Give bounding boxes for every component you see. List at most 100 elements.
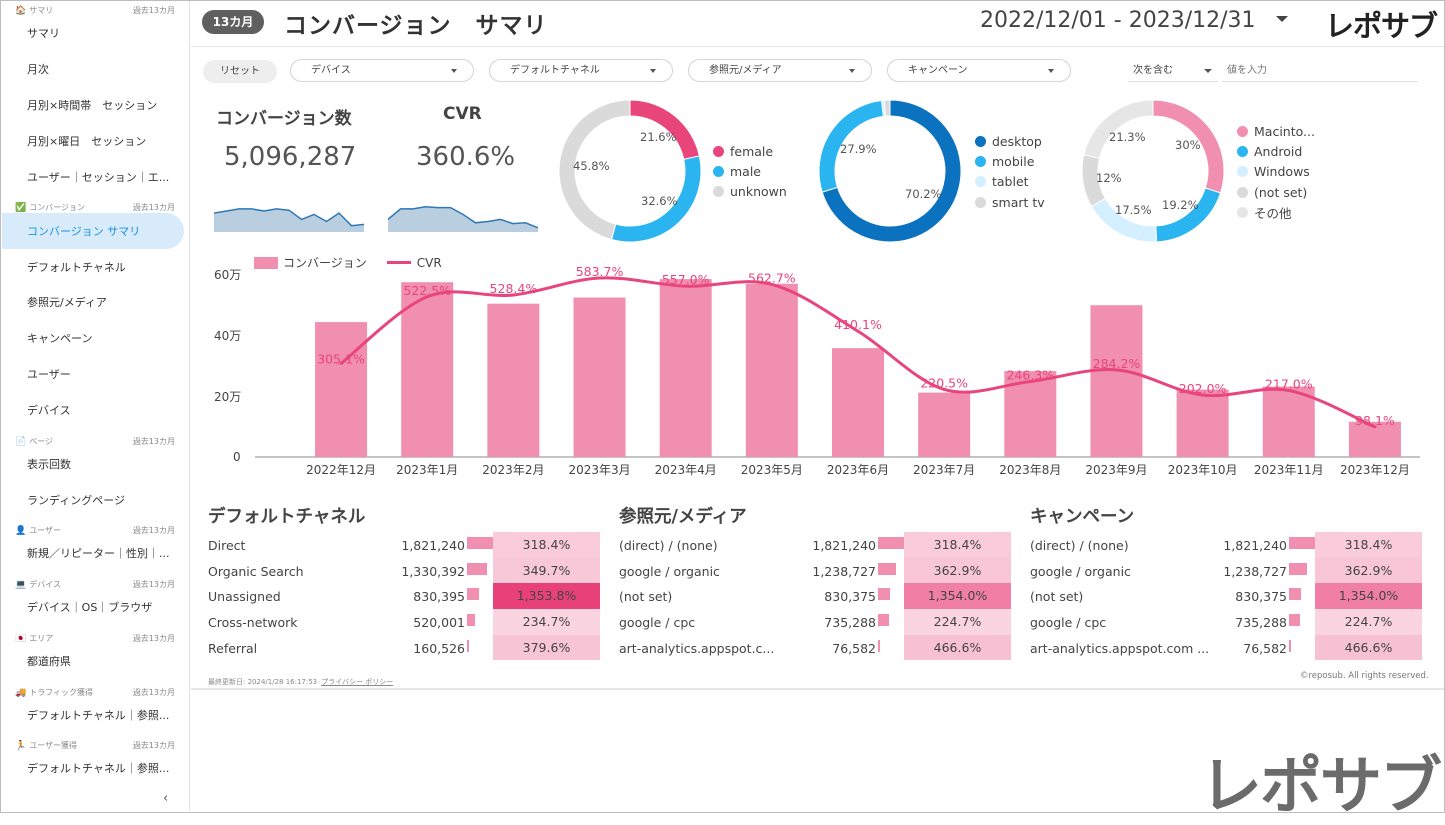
sidebar-item[interactable]: デバイス｜OS｜ブラウザ <box>27 601 153 614</box>
table-row[interactable]: Organic Search 1,330,392 349.7% <box>208 557 602 584</box>
bar <box>745 283 798 457</box>
x-tick-label: 2023年3月 <box>568 463 630 477</box>
section-icon: 🚚 <box>15 688 27 698</box>
date-range-caret-icon[interactable] <box>1276 16 1288 22</box>
y-tick-label: 40万 <box>214 329 242 343</box>
table-row[interactable]: google / cpc 735,288 224.7% <box>1030 609 1424 635</box>
cvr-data-label: 202.0% <box>1179 381 1227 396</box>
row-cvr: 318.4% <box>1315 532 1422 558</box>
cvr-point <box>425 295 429 299</box>
donut-label: 19.2% <box>1162 198 1199 212</box>
sidebar-section-header: 🏃 ユーザー獲得 過去13カ月 <box>15 740 175 751</box>
sidebar-item[interactable]: 都道府県 <box>27 655 71 668</box>
sidebar-item[interactable]: デフォルトチャネル｜参照... <box>27 762 170 775</box>
section-title: 🇯🇵 エリア <box>15 633 53 644</box>
x-tick-label: 2023年2月 <box>482 463 544 477</box>
x-tick-label: 2022年12月 <box>306 463 376 477</box>
row-name: Unassigned <box>208 589 281 605</box>
cvr-data-label: 410.1% <box>834 317 882 332</box>
table-row[interactable]: art-analytics.appspot.c... 76,582 466.6% <box>619 634 1013 661</box>
condition-select[interactable]: 次を含む <box>1128 60 1218 82</box>
date-range-picker[interactable]: 2022/12/01 - 2023/12/31 <box>980 8 1256 33</box>
row-value: 76,582 <box>832 640 876 656</box>
filter-label: デフォルトチャネル <box>510 65 600 76</box>
os-legend: Macinto... Android Windows (not set) その他 <box>1237 121 1315 222</box>
legend-item: Macinto... <box>1237 121 1315 141</box>
row-cvr: 379.6% <box>493 634 600 661</box>
section-icon: 🏃 <box>15 741 27 751</box>
table-row[interactable]: google / cpc 735,288 224.7% <box>619 609 1013 635</box>
table-row[interactable]: (not set) 830,375 1,354.0% <box>1030 583 1424 610</box>
x-tick-label: 2023年10月 <box>1168 463 1238 477</box>
section-label: トラフィック獲得 <box>29 688 94 697</box>
legend-label: smart tv <box>992 194 1045 210</box>
conversions-value: 5,096,287 <box>224 142 357 172</box>
legend-label: mobile <box>992 153 1035 169</box>
table-row[interactable]: art-analytics.appspot.com ... 76,582 466.6… <box>1030 634 1424 661</box>
cvr-data-label: 220.5% <box>920 375 968 390</box>
sidebar-item[interactable]: 新規／リピーター｜性別｜... <box>27 547 170 560</box>
table-row[interactable]: Referral 160,526 379.6% <box>208 634 602 661</box>
row-value: 1,238,727 <box>1223 563 1287 579</box>
table-row[interactable]: (direct) / (none) 1,821,240 318.4% <box>1030 532 1424 558</box>
x-tick-label: 2023年12月 <box>1340 463 1410 477</box>
table-row[interactable]: Cross-network 520,001 234.7% <box>208 609 602 635</box>
copyright: ©reposub. All rights reserved. <box>1300 671 1429 681</box>
row-value: 735,288 <box>824 615 876 631</box>
table-row[interactable]: google / organic 1,238,727 362.9% <box>619 557 1013 584</box>
filter-label: キャンペーン <box>908 65 968 76</box>
row-value-bar <box>467 588 480 601</box>
cvr-point <box>598 276 602 280</box>
row-name: google / cpc <box>619 615 696 631</box>
row-name: (not set) <box>1030 589 1084 605</box>
legend-item: male <box>713 161 787 181</box>
table-row[interactable]: Unassigned 830,395 1,353.8% <box>208 583 602 610</box>
donut-slice <box>821 99 962 243</box>
cvr-data-label: 246.3% <box>1006 367 1054 382</box>
legend-dot-icon <box>713 145 724 157</box>
device-legend: desktop mobile tablet smart tv <box>975 131 1045 212</box>
section-title: 📄 ページ <box>15 436 53 447</box>
section-label: ユーザー獲得 <box>29 741 78 750</box>
conversions-label: コンバージョン数 <box>216 109 352 129</box>
sidebar-collapse-button[interactable]: ‹ <box>163 791 169 806</box>
table-row[interactable]: (not set) 830,375 1,354.0% <box>619 583 1013 610</box>
sidebar-section-header: 👤 ユーザー 過去13カ月 <box>15 525 175 536</box>
sidebar-item[interactable]: デフォルトチャネル｜参照... <box>27 709 170 722</box>
section-title: 🏠 サマリ <box>15 5 53 16</box>
filter-campaign[interactable]: キャンペーン <box>887 59 1071 82</box>
section-title: 💻 デバイス <box>15 579 61 590</box>
privacy-policy-link[interactable]: プライバシー ポリシー <box>321 678 394 686</box>
value-input[interactable] <box>1222 60 1418 82</box>
row-cvr: 1,354.0% <box>904 583 1011 610</box>
legend-item: mobile <box>975 151 1045 171</box>
watermark-logo: レポサブ <box>1200 749 1442 822</box>
filter-device[interactable]: デバイス <box>290 59 474 82</box>
table-row[interactable]: Direct 1,821,240 318.4% <box>208 532 602 558</box>
section-icon: 👤 <box>15 526 27 536</box>
legend-label: Android <box>1254 143 1303 159</box>
filter-default-channel[interactable]: デフォルトチャネル <box>489 59 673 82</box>
cvr-point <box>1114 368 1118 372</box>
cvr-data-label: 217.0% <box>1265 376 1313 391</box>
row-name: (direct) / (none) <box>619 538 718 553</box>
cvr-value: 360.6% <box>416 142 516 172</box>
row-value: 1,821,240 <box>401 538 465 553</box>
filter-source-medium[interactable]: 参照元/メディア <box>688 59 872 82</box>
reset-button[interactable]: リセット <box>203 60 277 83</box>
dropdown-caret-icon <box>1204 69 1212 73</box>
section-label: ユーザー <box>29 526 62 535</box>
table-row[interactable]: google / organic 1,238,727 362.9% <box>1030 557 1424 584</box>
row-value: 1,821,240 <box>812 538 876 553</box>
legend-label: Macinto... <box>1254 123 1315 139</box>
section-period: 過去13カ月 <box>132 634 175 643</box>
cvr-data-label: 557.0% <box>662 272 710 287</box>
sidebar-item[interactable]: ランディングページ <box>27 494 126 507</box>
row-value: 76,582 <box>1243 640 1287 656</box>
table-title: キャンペーン <box>1030 507 1135 527</box>
legend-dot-icon <box>975 155 986 167</box>
legend-label: male <box>730 163 761 179</box>
row-cvr: 362.9% <box>1315 557 1422 584</box>
y-tick-label: 20万 <box>214 390 242 404</box>
table-row[interactable]: (direct) / (none) 1,821,240 318.4% <box>619 532 1013 558</box>
